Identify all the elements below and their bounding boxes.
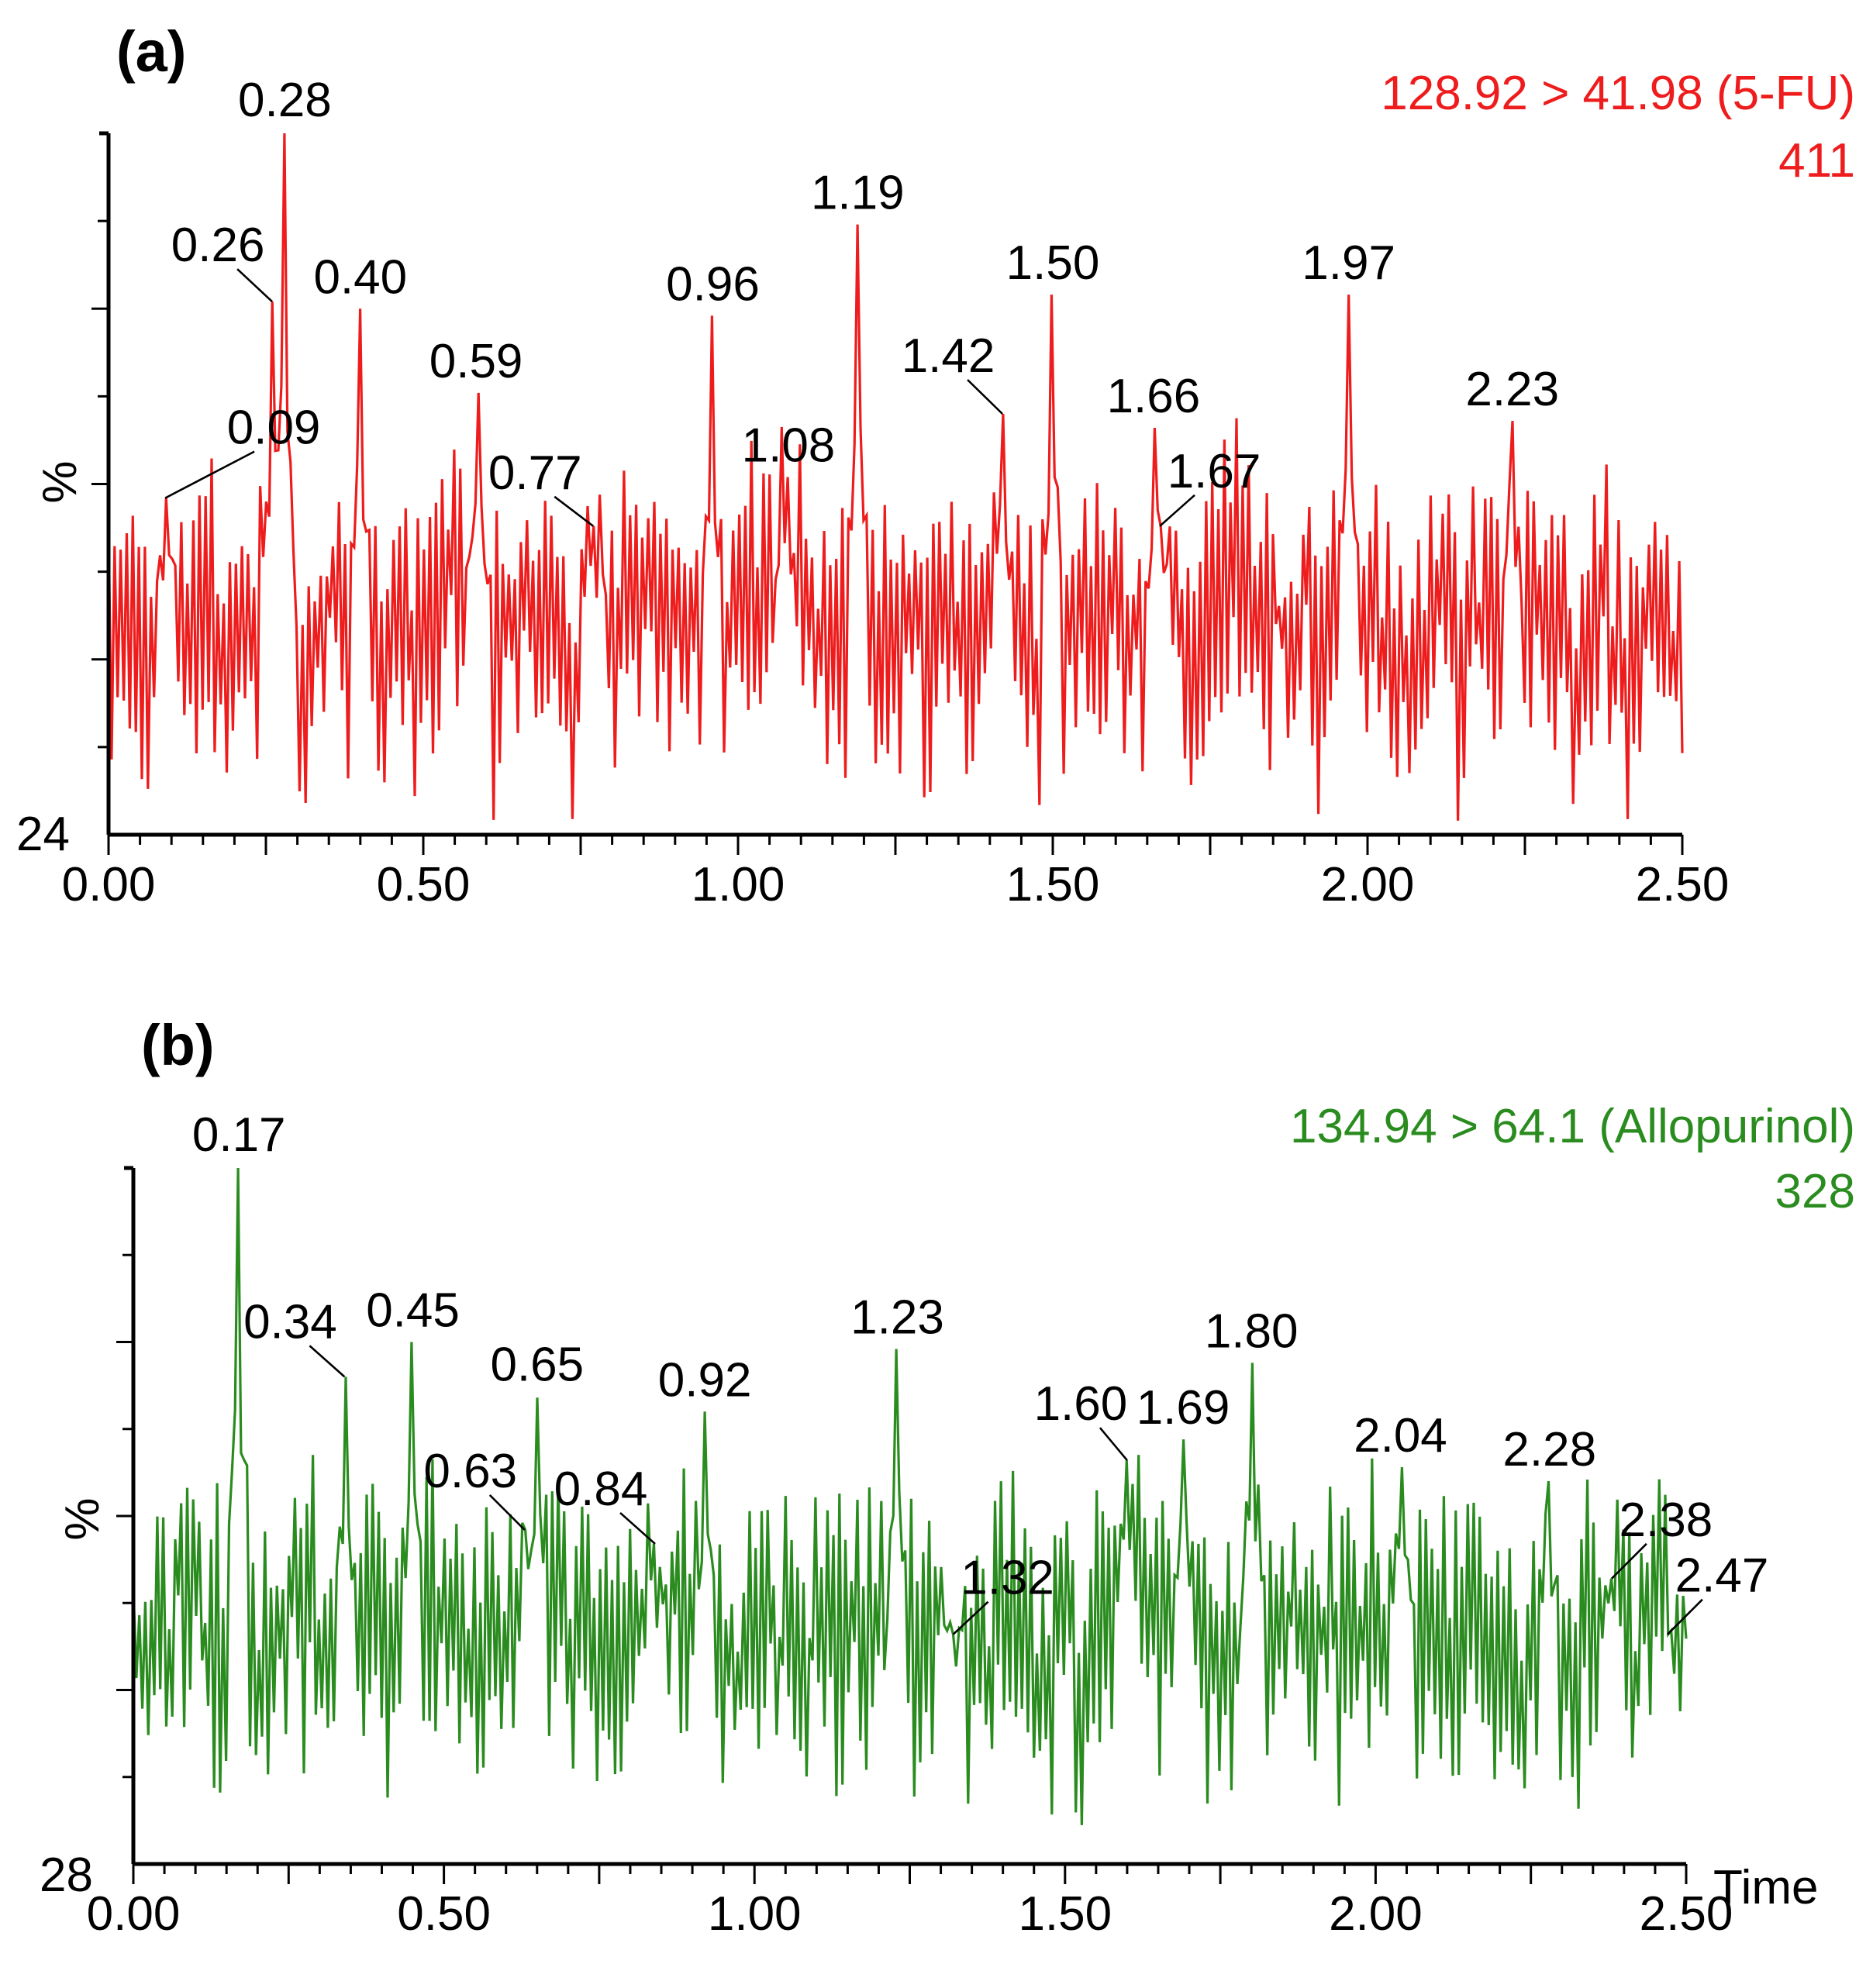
panel-a-peak-label: 1.67 <box>1168 445 1261 498</box>
panel-b-baseline-intensity: 28 <box>40 1848 93 1902</box>
panel-a-x-tick-label: 2.00 <box>1321 858 1415 911</box>
panel-b-peak-label: 0.17 <box>192 1108 286 1162</box>
panel-a-peak-leader-line <box>554 495 595 527</box>
panel-a-peak-label: 0.59 <box>429 335 523 388</box>
panel-b-peak-leader-line <box>619 1511 656 1545</box>
panel-b-peak-labels: 0.17 0.34 0.45 0.63 0.65 0.84 0.92 1.23 1.32 1.60… <box>192 1108 1768 1635</box>
panel-b-channel-label: 134.94 > 64.1 (Allopurinol) <box>1290 1100 1855 1153</box>
panel-a-axes-layer: 0.00 0.50 1.00 1.50 2.00 2.50 <box>62 131 1730 911</box>
panel-b-y-axis-label: % <box>56 1497 109 1540</box>
panel-a-peak-label: 1.66 <box>1107 370 1201 423</box>
panel-a-peak-label: 0.40 <box>313 250 407 304</box>
panel-b-peak-label: 1.23 <box>850 1290 944 1344</box>
panel-b-peak-label: 1.32 <box>961 1552 1054 1605</box>
panel-b-peak-leader-line <box>952 1600 989 1635</box>
panel-b-x-tick-label: 1.00 <box>708 1887 802 1941</box>
panel-a-max-intensity: 411 <box>1778 134 1855 188</box>
panel-b-x-tick-label: 2.50 <box>1640 1887 1733 1941</box>
panel-b-series-layer <box>132 1167 1688 1825</box>
panel-a-peak-leader-line <box>1159 494 1195 527</box>
panel-a-x-tick-label: 2.50 <box>1636 858 1730 911</box>
panel-b-peak-label: 2.47 <box>1675 1549 1769 1603</box>
panel-b-peak-label: 0.63 <box>423 1445 517 1498</box>
panel-b-peak-leader-line <box>309 1345 346 1378</box>
panel-b-peak-label: 0.65 <box>490 1338 584 1391</box>
panel-b-max-intensity: 328 <box>1775 1165 1855 1218</box>
panel-b-peak-label: 2.28 <box>1502 1423 1596 1476</box>
panel-a-baseline-intensity: 24 <box>16 808 70 861</box>
panel-a-peak-label: 1.42 <box>902 329 995 383</box>
panel-a-x-tick-label: 1.50 <box>1006 858 1100 911</box>
panel-b-peak-leader-line <box>1099 1427 1128 1461</box>
panel-a-trace-line <box>107 133 1684 821</box>
panel-a-x-tick-label: 0.00 <box>62 858 156 911</box>
panel-a-x-tick-label: 0.50 <box>377 858 471 911</box>
panel-a-peak-label: 0.26 <box>171 219 265 272</box>
panel-a-peak-label: 1.08 <box>742 419 836 472</box>
panel-b-letter: (b) <box>141 1013 215 1077</box>
panel-a-peak-label: 1.97 <box>1302 236 1395 290</box>
panel-a-x-tick-label: 1.00 <box>692 858 785 911</box>
panel-a-y-axis-label: % <box>33 460 87 503</box>
panel-a-peak-label: 1.50 <box>1006 236 1100 290</box>
panel-b-peak-label: 1.80 <box>1205 1304 1299 1358</box>
panel-b-peak-leader-line <box>488 1494 526 1531</box>
panel-b-peak-label: 2.38 <box>1619 1494 1713 1547</box>
panel-a-peak-leader-line <box>236 268 274 303</box>
panel-b-peak-leader-line <box>1610 1542 1647 1580</box>
panel-a-chromatogram: (a) 128.92 > 41.98 (5-FU) 411 % 24 0.00 0… <box>16 19 1855 911</box>
panel-b-x-axis-label: Time <box>1713 1861 1818 1914</box>
panel-b-peak-label: 2.04 <box>1354 1409 1447 1463</box>
panel-a-peak-label: 0.28 <box>238 74 332 127</box>
panel-b-trace-line <box>132 1167 1688 1825</box>
panel-a-peak-label: 0.09 <box>227 401 321 455</box>
panel-a-peak-label: 2.23 <box>1465 363 1559 416</box>
panel-b-x-tick-label: 0.00 <box>87 1887 181 1941</box>
panel-b-axes-layer: 0.00 0.50 1.00 1.50 2.00 2.50 <box>87 1166 1733 1941</box>
panel-a-letter: (a) <box>116 19 186 84</box>
panel-b-peak-label: 1.60 <box>1034 1377 1128 1431</box>
panel-a-series-layer <box>107 133 1684 821</box>
panel-a-peak-labels: 0.09 0.26 0.28 0.40 0.59 0.77 0.96 1.08 1.19 1.42… <box>164 74 1559 527</box>
panel-b-peak-label: 0.84 <box>554 1463 648 1516</box>
panel-a-peak-label: 0.96 <box>666 257 760 311</box>
panel-b-peak-leader-line <box>1667 1598 1703 1635</box>
panel-b-peak-label: 0.45 <box>366 1284 460 1338</box>
panel-a-peak-label: 1.19 <box>811 167 905 220</box>
panel-b-peak-label: 1.69 <box>1137 1381 1230 1435</box>
panel-b-x-tick-label: 0.50 <box>397 1887 491 1941</box>
panel-b-peak-label: 0.34 <box>243 1295 337 1349</box>
panel-b-chromatogram: (b) 134.94 > 64.1 (Allopurinol) 328 % 28… <box>40 1013 1855 1941</box>
panel-a-channel-label: 128.92 > 41.98 (5-FU) <box>1381 67 1855 120</box>
panel-a-peak-label: 0.77 <box>488 446 582 500</box>
panel-b-x-tick-label: 1.50 <box>1018 1887 1112 1941</box>
panel-b-x-tick-label: 2.00 <box>1329 1887 1423 1941</box>
panel-a-peak-leader-line <box>967 379 1003 415</box>
panel-b-peak-label: 0.92 <box>658 1353 752 1407</box>
panel-a-peak-leader-line <box>164 450 255 499</box>
